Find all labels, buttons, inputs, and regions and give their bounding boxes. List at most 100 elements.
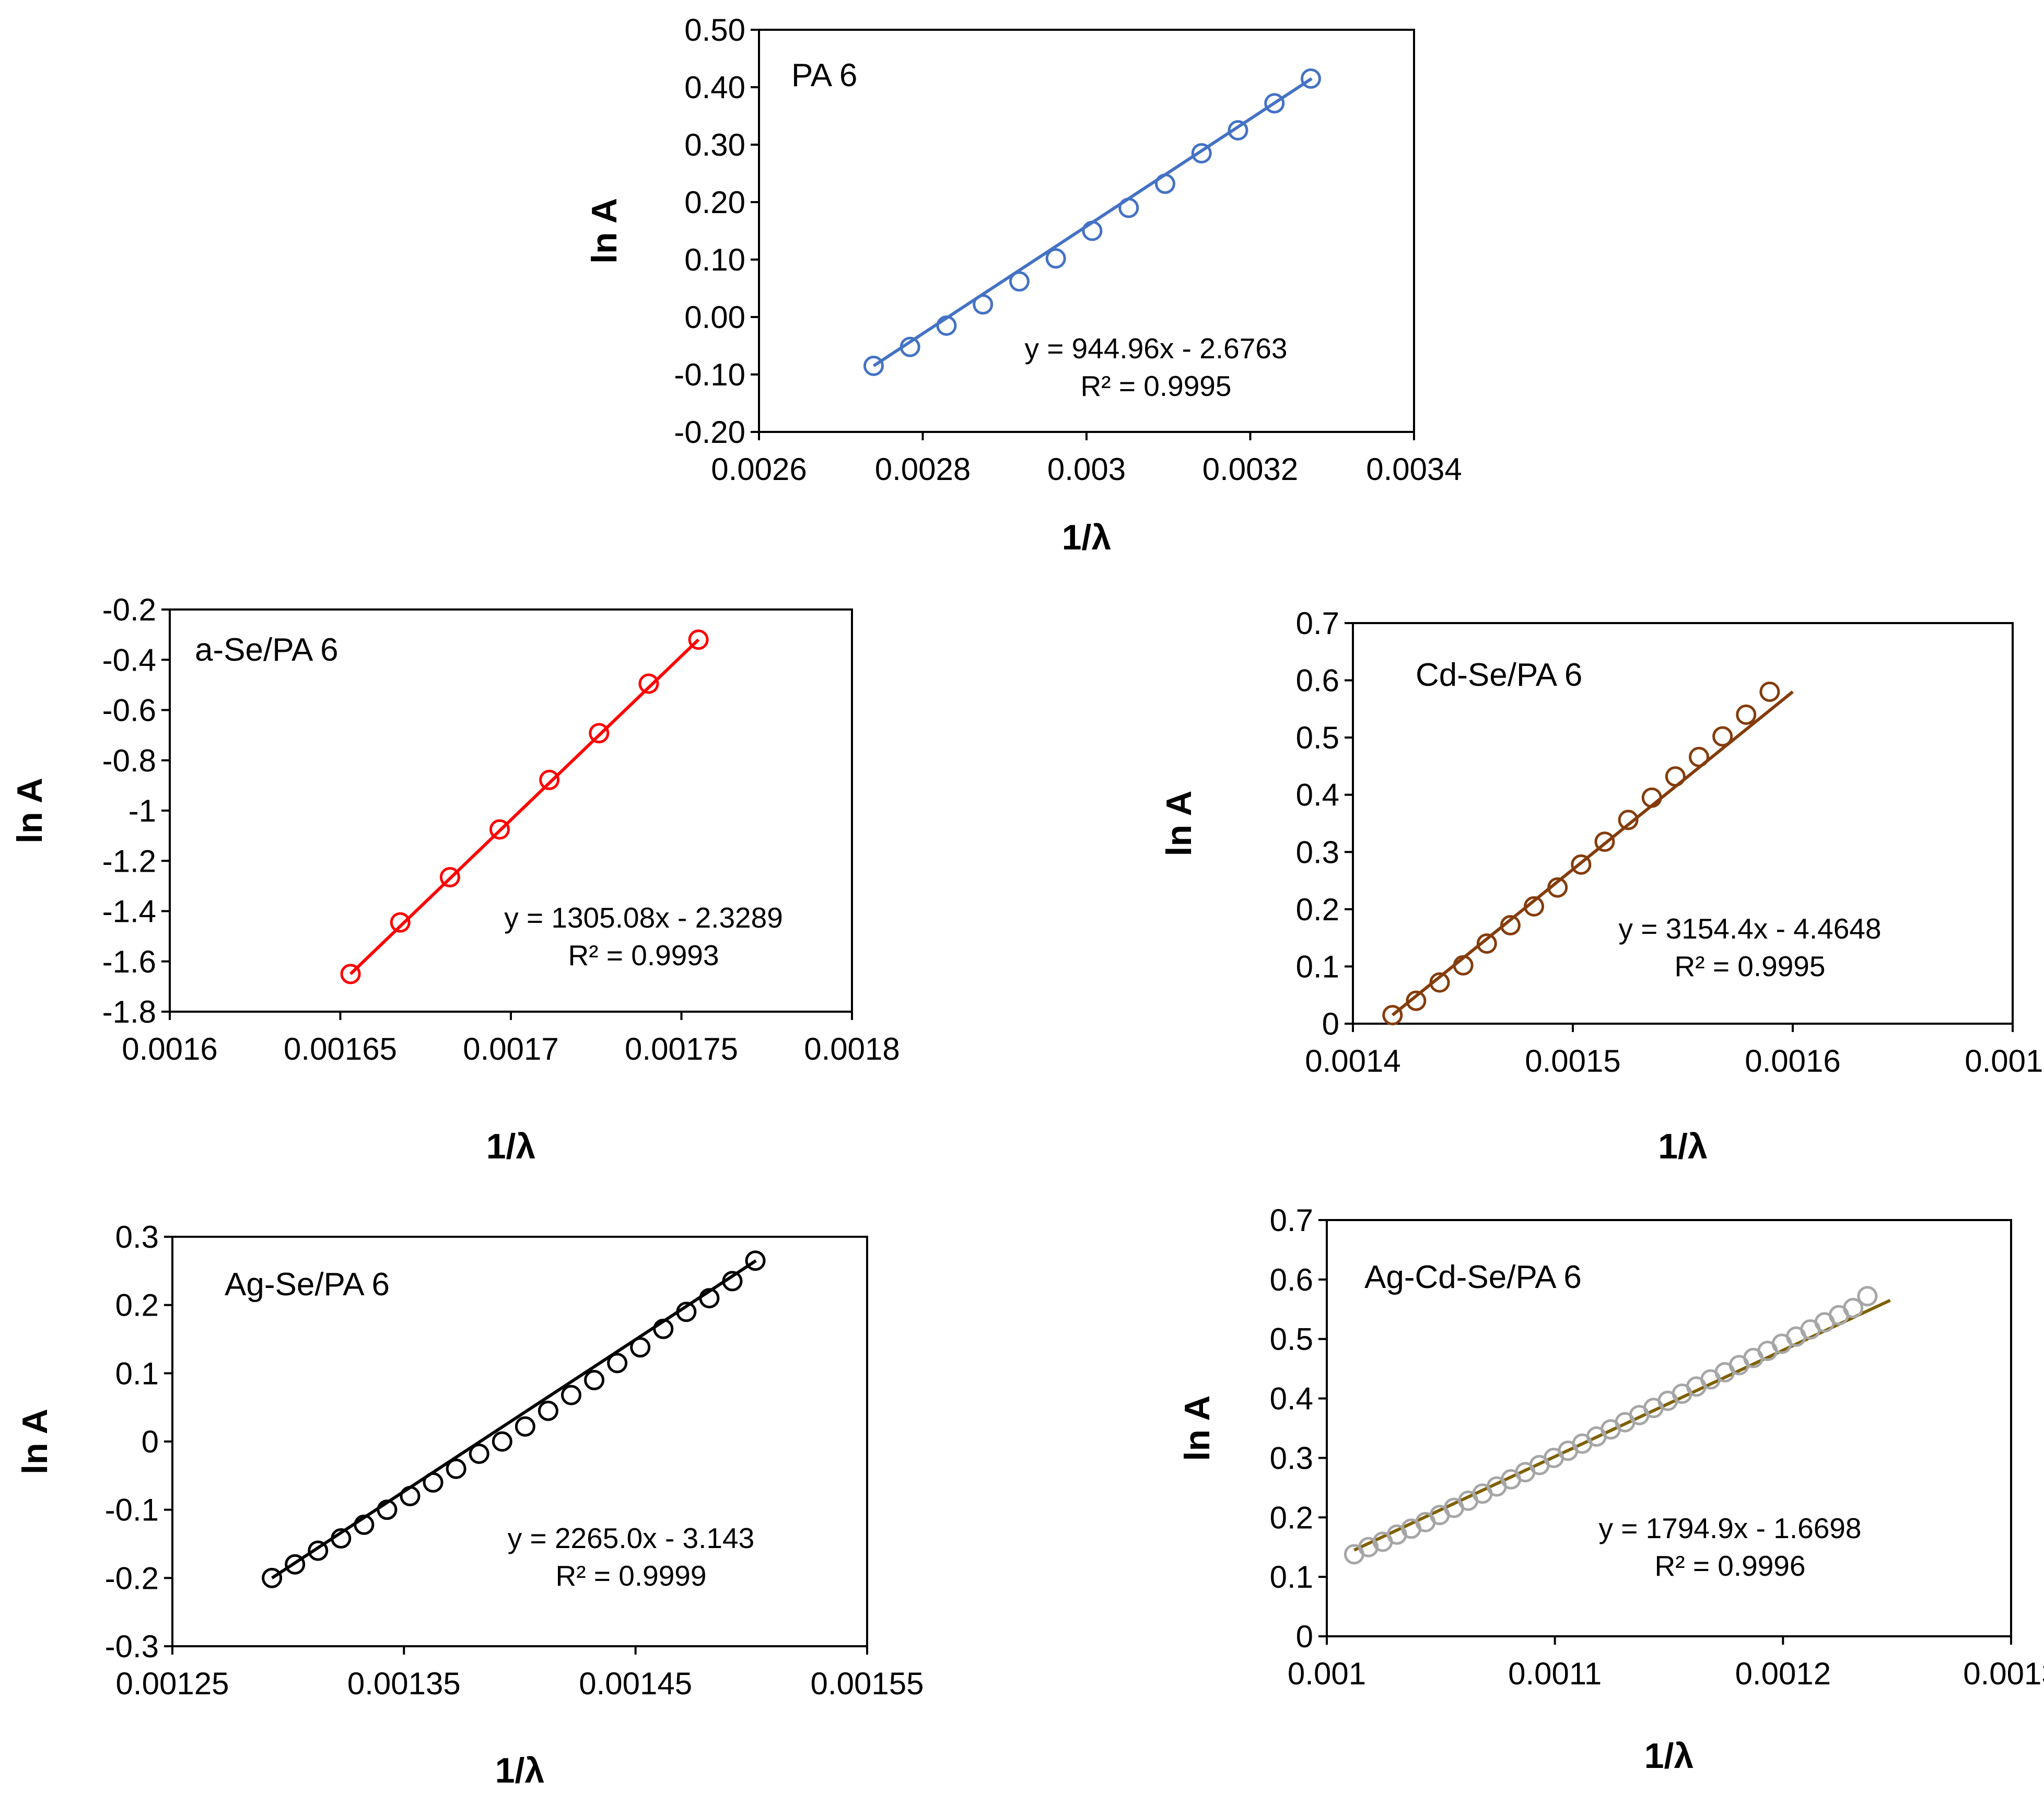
x-tick-label: 0.00175 (625, 1032, 738, 1067)
data-point (638, 673, 659, 694)
y-tick-label: -0.2 (105, 1561, 159, 1596)
data-point (1045, 248, 1066, 269)
x-tick-label: 0.0034 (1366, 452, 1462, 487)
y-tick-label: 0.1 (1270, 1560, 1313, 1595)
data-point (1118, 197, 1139, 218)
chart-panel-3: 0 0.1 0.2 0.3 0.4 0.5 0.6 0.7 0.0014 0.0015 0.0016… (1159, 606, 2044, 1166)
y-tick-label: 0.00 (684, 300, 745, 335)
y-axis-title: ln A (1159, 791, 1199, 857)
data-point (936, 315, 957, 336)
data-point (1843, 1298, 1864, 1319)
y-tick-label: 0.2 (1296, 892, 1339, 927)
y-tick-label: -0.8 (102, 743, 156, 778)
series-label: a-Se/PA 6 (195, 632, 338, 668)
chart-panel-1: -0.20 -0.10 0.00 0.10 0.20 0.30 0.40 0.50 0.0026… (585, 13, 1462, 557)
y-tick-label: 0.3 (1296, 835, 1339, 870)
y-axis-title: ln A (15, 1409, 55, 1474)
chart-panel-4: -0.3 -0.2 -0.1 0 0.1 0.2 0.3 0.00125 0.00135 0.00… (15, 1220, 924, 1790)
x-axis-title: 1/λ (1062, 518, 1112, 557)
x-tick-label: 0.0012 (1735, 1656, 1831, 1691)
y-tick-label: 0.1 (115, 1356, 159, 1391)
data-point (1524, 896, 1545, 917)
x-axis-title: 1/λ (486, 1127, 536, 1166)
y-tick-label: -0.6 (102, 693, 156, 728)
data-point (630, 1337, 651, 1358)
data-point (1759, 681, 1780, 702)
series-label: Cd-Se/PA 6 (1416, 657, 1582, 693)
data-point (561, 1385, 582, 1405)
data-point (1264, 93, 1285, 114)
y-tick-label: 0.50 (684, 13, 745, 48)
data-point (439, 867, 460, 888)
data-point (699, 1288, 720, 1309)
x-tick-label: 0.003 (1047, 452, 1126, 487)
y-tick-label: 0.7 (1296, 606, 1339, 641)
x-axis-title: 1/λ (1644, 1736, 1694, 1776)
data-point (390, 912, 411, 933)
x-tick-label: 0.0028 (875, 452, 971, 487)
data-point (423, 1472, 443, 1493)
data-point (285, 1554, 306, 1575)
x-tick-label: 0.0016 (122, 1032, 218, 1067)
trendline-equation: y = 1305.08x - 2.3289 (504, 901, 783, 934)
data-point (745, 1250, 766, 1271)
chart-panel-5: 0 0.1 0.2 0.3 0.4 0.5 0.6 0.7 0.001 0.0011 0.0012 0… (1177, 1203, 2044, 1776)
data-point (1453, 955, 1474, 976)
data-point (262, 1567, 283, 1588)
y-tick-label: -0.20 (674, 415, 745, 450)
data-point (973, 294, 994, 315)
y-tick-label: -0.1 (105, 1493, 159, 1528)
plot-area-frame (169, 608, 853, 1013)
data-point (1300, 68, 1321, 89)
y-tick-label: 0.4 (1270, 1381, 1313, 1416)
r-squared-label: R² = 0.9996 (1655, 1550, 1806, 1582)
plot-area-frame (1326, 1219, 2012, 1637)
data-point (584, 1369, 605, 1390)
y-tick-label: 0.5 (1296, 720, 1339, 755)
data-point (1688, 746, 1709, 767)
y-axis-title: ln A (585, 198, 624, 264)
r-squared-label: R² = 0.9999 (556, 1560, 707, 1592)
x-tick-label: 0.0014 (1305, 1044, 1401, 1079)
x-tick-label: 0.00125 (116, 1666, 229, 1701)
data-point (722, 1271, 743, 1292)
y-tick-label: -1.8 (102, 994, 156, 1029)
x-tick-label: 0.0013 (1963, 1656, 2044, 1691)
data-point (1857, 1286, 1878, 1307)
data-point (1665, 766, 1686, 787)
data-point (1382, 1005, 1403, 1026)
data-point (1154, 173, 1175, 194)
data-point (1082, 220, 1103, 241)
data-point (1429, 972, 1450, 993)
data-point (863, 356, 884, 376)
data-point (1736, 704, 1757, 725)
data-point (1228, 120, 1248, 140)
x-tick-label: 0.0032 (1202, 452, 1299, 487)
x-tick-label: 0.0011 (1508, 1656, 1602, 1691)
y-tick-label: 0.5 (1270, 1322, 1313, 1357)
trendline-equation: y = 2265.0x - 3.143 (508, 1522, 754, 1554)
trendline-equation: y = 1794.9x - 1.6698 (1598, 1512, 1861, 1544)
data-point (607, 1353, 628, 1374)
data-point (1712, 726, 1733, 747)
y-tick-label: -1.2 (102, 843, 156, 878)
y-tick-label: 0.6 (1270, 1262, 1313, 1297)
x-tick-label: 0.00155 (811, 1666, 924, 1701)
x-axis-title: 1/λ (495, 1751, 545, 1790)
data-point (688, 629, 709, 650)
y-tick-label: -0.10 (674, 357, 745, 392)
data-point (1406, 990, 1427, 1011)
x-tick-label: 0.0018 (804, 1032, 900, 1067)
r-squared-label: R² = 0.9993 (568, 939, 719, 971)
data-point (515, 1416, 535, 1437)
y-tick-label: 0.2 (1270, 1500, 1313, 1535)
data-point (492, 1431, 512, 1452)
x-tick-label: 0.0026 (711, 452, 807, 487)
data-point (1476, 933, 1497, 954)
data-point (1594, 831, 1615, 852)
data-point (340, 964, 361, 985)
x-tick-label: 0.0015 (1525, 1044, 1621, 1079)
y-tick-label: 0.6 (1296, 663, 1339, 698)
series-label: PA 6 (791, 57, 857, 93)
